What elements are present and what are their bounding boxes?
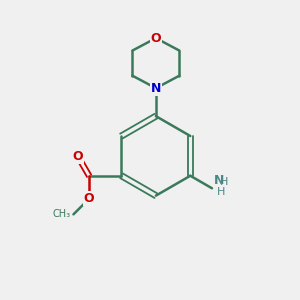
Text: N: N — [214, 174, 224, 187]
Text: O: O — [151, 32, 161, 45]
Text: H: H — [217, 187, 226, 197]
Text: O: O — [73, 150, 83, 163]
Text: N: N — [151, 82, 161, 95]
Text: O: O — [84, 192, 94, 205]
Text: H: H — [220, 177, 229, 187]
Text: CH₃: CH₃ — [53, 209, 71, 219]
